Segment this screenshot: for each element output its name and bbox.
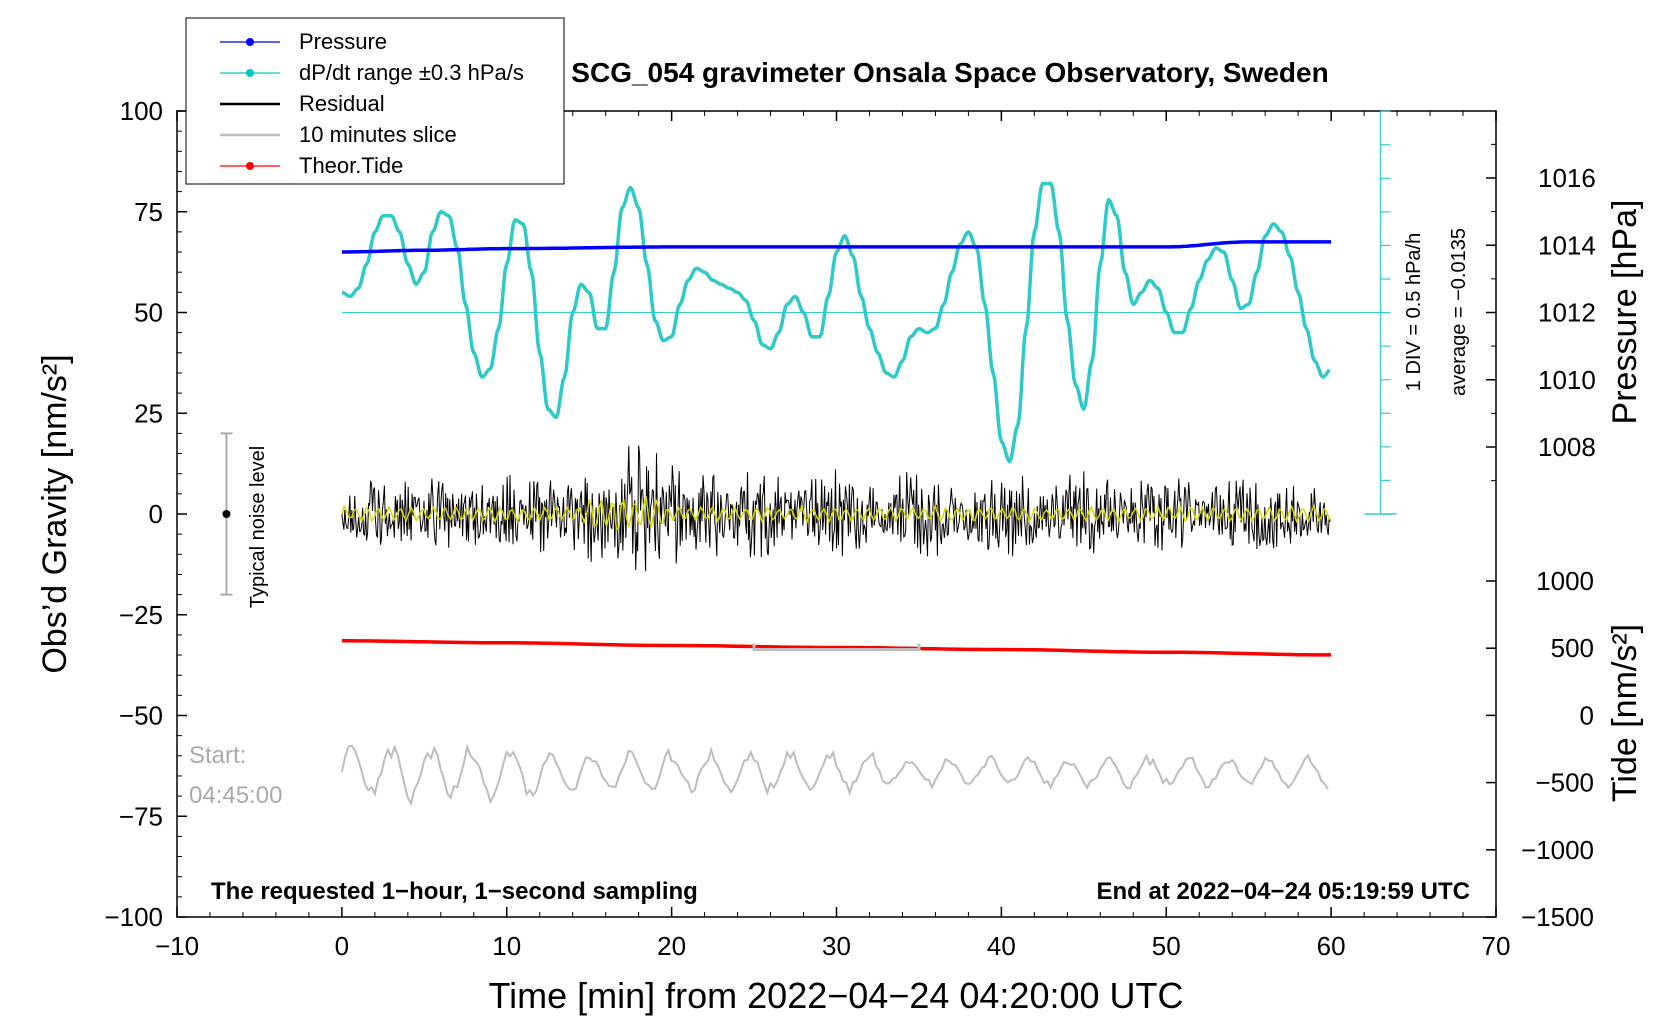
tide-tick-label: −500 [1535,768,1594,798]
legend-marker [246,38,254,46]
noise-center-dot [222,510,231,518]
residual-smoothed-series [341,495,1332,531]
y-tick-label: −25 [119,600,163,630]
tide-series [341,639,1332,657]
pressure-tick-label: 1010 [1538,365,1596,395]
pressure-series [341,240,1332,254]
tide-tick-label: 1000 [1536,566,1594,596]
pressure-tick-label: 1012 [1538,298,1596,328]
residual-series [341,445,1331,572]
pressure-tick-label: 1008 [1538,432,1596,462]
legend-marker [246,69,254,77]
bottom-right-note: End at 2022−04−24 05:19:59 UTC [1096,878,1470,905]
pressure-tick-label: 1014 [1538,230,1596,260]
legend-label: Residual [299,91,385,116]
tide-tick-label: 0 [1580,700,1594,730]
bottom-left-note: The requested 1−hour, 1−second sampling [211,878,698,905]
noise-level-indicator [220,432,233,596]
x-tick-label: 10 [492,931,521,961]
dpdt-reference-axis [341,110,1397,515]
tide-tick-label: 500 [1551,633,1594,663]
slice-series [340,743,1329,807]
tide-tick-label: −1500 [1521,902,1594,932]
y-tick-label: 100 [120,96,163,126]
y-tick-label: −75 [119,801,163,831]
y-tick-label: 25 [134,398,163,428]
y-axis-label-pressure: Pressure [hPa] [1606,200,1644,425]
y-axis-label-tide: Tide [nm/s²] [1606,624,1644,802]
x-tick-label: 40 [987,931,1016,961]
y-tick-label: −100 [104,902,163,932]
legend-marker [246,162,254,170]
div-label: 1 DIV = 0.5 hPa/h [1403,233,1425,391]
x-tick-label: −10 [155,931,199,961]
x-tick-label: 0 [335,931,349,961]
y-tick-label: −50 [119,701,163,731]
y-tick-label: 75 [134,197,163,227]
x-axis-label: Time [min] from 2022−04−24 04:20:00 UTC [488,975,1183,1016]
tide-tick-label: −1000 [1521,835,1594,865]
y-tick-label: 0 [149,499,163,529]
start-time: 04:45:00 [189,782,282,809]
x-axis-ticks: −10 0 10 20 30 40 50 60 70 [155,111,1511,961]
pressure-tick-label: 1016 [1538,163,1596,193]
average-label: average = −0.0135 [1448,228,1470,396]
y-tick-label: 50 [134,298,163,328]
x-tick-label: 20 [657,931,686,961]
legend-label: 10 minutes slice [299,122,457,147]
tide-axis-ticks: 1000 500 0 −500 −1000 −1500 [1486,566,1594,932]
dpdt-series [341,181,1331,464]
x-tick-label: 30 [822,931,851,961]
x-tick-label: 50 [1152,931,1181,961]
y-axis-ticks-left: 100 75 50 25 0 −25 −50 −75 −100 [104,96,187,932]
legend-label: Pressure [299,29,387,54]
series-layer [340,181,1332,807]
start-label: Start: [189,742,246,769]
legend-label: dP/dt range ±0.3 hPa/s [299,60,524,85]
x-tick-label: 60 [1317,931,1346,961]
slice-window-bracket [752,643,921,652]
noise-level-label: Typical noise level [247,446,269,608]
pressure-axis-ticks: 1016 1014 1012 1010 1008 [1486,143,1596,482]
legend: Pressure dP/dt range ±0.3 hPa/s Residual 10… [185,17,565,185]
chart-title: SCG_054 gravimeter Onsala Space Observat… [571,57,1328,88]
legend-label: Theor.Tide [299,153,403,178]
y-axis-label-left: Obs’d Gravity [nm/s²] [36,354,74,673]
x-tick-label: 70 [1482,931,1511,961]
